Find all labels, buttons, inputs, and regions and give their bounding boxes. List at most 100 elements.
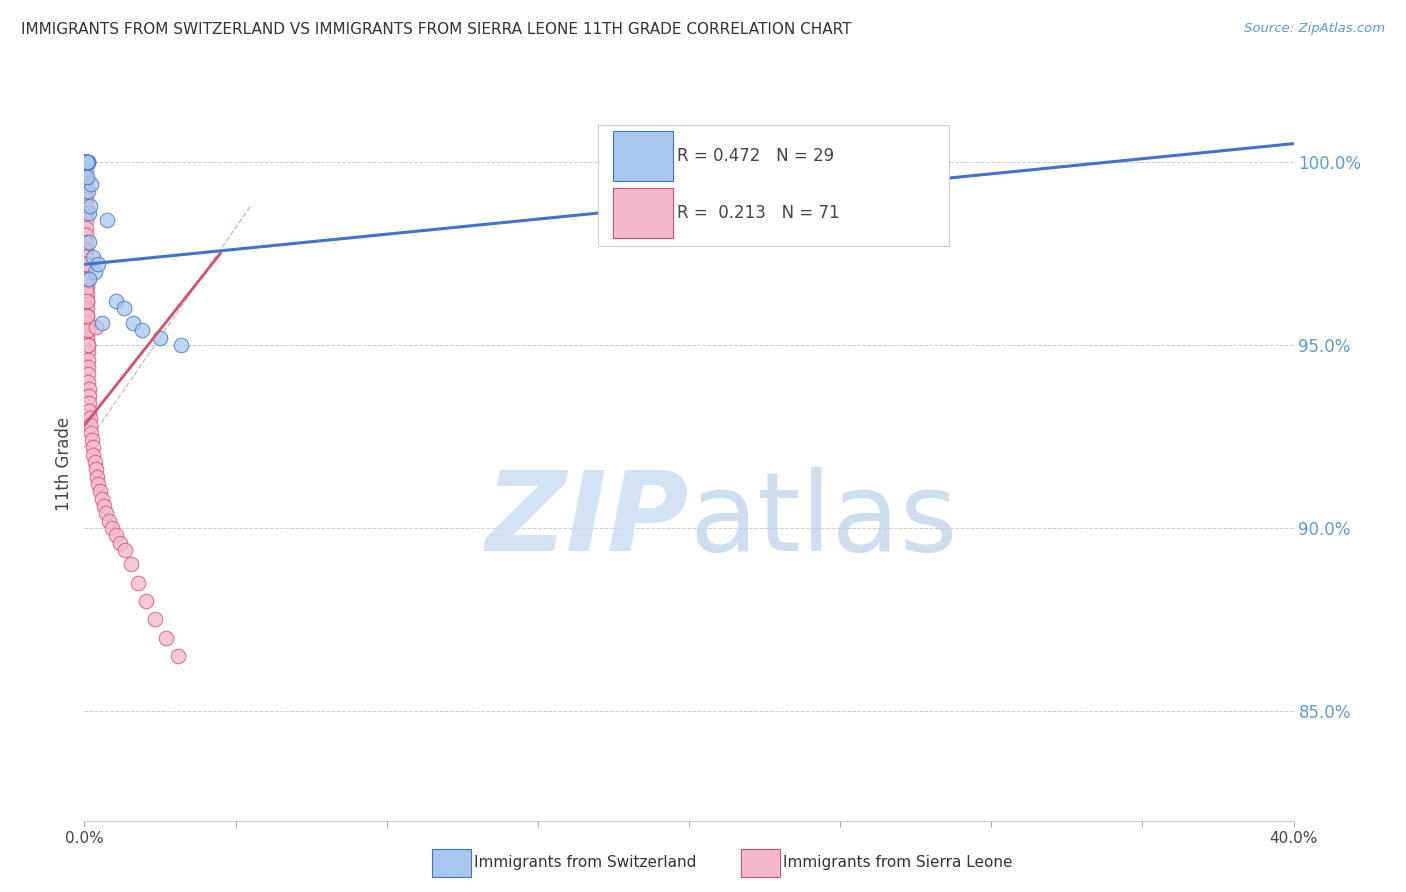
Point <box>76 272 98 286</box>
Point <box>86 319 108 334</box>
Point <box>87 477 110 491</box>
Point <box>75 220 97 235</box>
Point <box>112 301 135 316</box>
FancyBboxPatch shape <box>613 130 673 180</box>
Text: R = 0.472   N = 29: R = 0.472 N = 29 <box>676 146 834 164</box>
FancyBboxPatch shape <box>599 125 949 246</box>
Point <box>77 375 100 389</box>
Point <box>105 528 128 542</box>
Point <box>105 293 128 308</box>
Point <box>79 418 101 433</box>
Point <box>75 213 97 227</box>
Point <box>82 441 104 455</box>
Point <box>76 309 98 323</box>
Text: ZIP: ZIP <box>485 467 689 574</box>
Point <box>84 462 107 476</box>
Point <box>77 359 100 374</box>
Point <box>170 338 193 352</box>
Point <box>76 169 98 184</box>
Point <box>145 612 167 626</box>
Point <box>77 389 100 403</box>
Point <box>76 155 98 169</box>
Point <box>76 272 98 286</box>
Point <box>75 235 97 250</box>
Point <box>76 286 98 301</box>
Point <box>77 206 100 220</box>
Point <box>76 338 98 352</box>
Point <box>79 199 101 213</box>
Point <box>75 162 97 177</box>
Point <box>76 257 98 271</box>
Point <box>76 345 98 359</box>
Point <box>75 180 97 194</box>
Point <box>77 396 100 410</box>
Text: Immigrants from Sierra Leone: Immigrants from Sierra Leone <box>783 855 1012 870</box>
Point <box>89 484 111 499</box>
Point <box>77 352 100 367</box>
Point <box>82 250 104 264</box>
Point <box>96 213 118 227</box>
Point <box>73 155 96 169</box>
Point <box>904 155 927 169</box>
Point <box>77 338 100 352</box>
Point <box>131 323 153 337</box>
Point <box>77 272 100 286</box>
Point <box>86 469 108 483</box>
Y-axis label: 11th Grade: 11th Grade <box>55 417 73 511</box>
Point <box>83 455 105 469</box>
Point <box>96 506 118 520</box>
Point <box>79 411 101 425</box>
Point <box>101 521 124 535</box>
Point <box>93 499 115 513</box>
Point <box>76 323 98 337</box>
Point <box>76 330 98 344</box>
FancyBboxPatch shape <box>613 187 673 237</box>
Point <box>84 265 107 279</box>
Text: R =  0.213   N = 71: R = 0.213 N = 71 <box>676 203 839 221</box>
Point <box>108 535 131 549</box>
Point <box>77 155 100 169</box>
Point <box>75 243 97 257</box>
Point <box>76 155 98 169</box>
Point <box>77 184 100 198</box>
Point <box>167 648 190 663</box>
Point <box>120 558 142 572</box>
Point <box>75 206 97 220</box>
Point <box>662 155 685 169</box>
Point <box>80 433 103 447</box>
Point <box>75 199 97 213</box>
Point <box>76 155 98 169</box>
Point <box>76 293 98 308</box>
Point <box>91 316 114 330</box>
Point <box>75 192 97 206</box>
Text: IMMIGRANTS FROM SWITZERLAND VS IMMIGRANTS FROM SIERRA LEONE 11TH GRADE CORRELATI: IMMIGRANTS FROM SWITZERLAND VS IMMIGRANT… <box>21 22 852 37</box>
Point <box>76 155 98 169</box>
Point <box>75 155 97 169</box>
Point <box>76 155 98 169</box>
Point <box>77 367 100 381</box>
Point <box>114 542 136 557</box>
Point <box>127 575 149 590</box>
Point <box>76 301 98 316</box>
Point <box>79 404 101 418</box>
Point <box>76 265 98 279</box>
Point <box>76 323 98 337</box>
Point <box>87 257 110 271</box>
Point <box>75 228 97 243</box>
Point <box>76 250 98 264</box>
Text: Source: ZipAtlas.com: Source: ZipAtlas.com <box>1244 22 1385 36</box>
Point <box>76 293 98 308</box>
Point <box>98 514 121 528</box>
Point <box>73 155 96 169</box>
Point <box>76 279 98 293</box>
Point <box>121 316 143 330</box>
Point <box>76 309 98 323</box>
Point <box>80 425 103 440</box>
Text: atlas: atlas <box>689 467 957 574</box>
Point <box>76 155 98 169</box>
Point <box>73 155 96 169</box>
Point <box>75 155 97 169</box>
Point <box>76 257 98 271</box>
Point <box>149 330 172 344</box>
Point <box>75 283 97 297</box>
